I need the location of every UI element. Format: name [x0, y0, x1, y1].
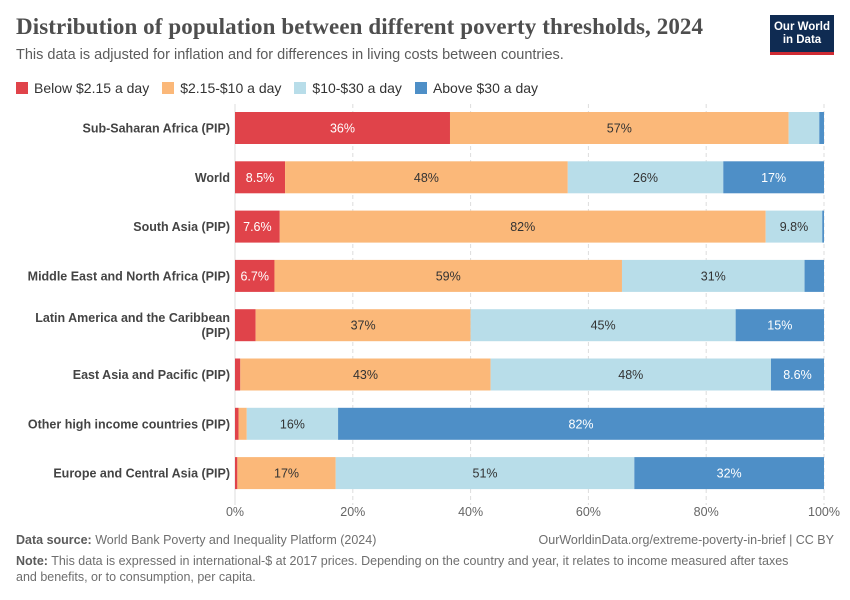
legend-swatch-10-30	[294, 82, 307, 94]
legend-label-10-30: $10-$30 a day	[312, 80, 402, 96]
data-label: 26%	[633, 171, 658, 185]
legend-item-above-30[interactable]: Above $30 a day	[414, 80, 539, 96]
data-label: 8.5%	[246, 171, 275, 185]
category-label: Latin America and the Caribbean (PIP)	[35, 311, 230, 340]
data-label: 48%	[414, 171, 439, 185]
bar-segment	[621, 259, 805, 292]
data-label: 57%	[607, 122, 632, 136]
bar-segment	[819, 112, 824, 144]
data-label: 59%	[436, 269, 461, 283]
source-text[interactable]: World Bank Poverty and Inequality Platfo…	[95, 533, 377, 547]
source-label: Data source:	[16, 533, 92, 547]
bar-segment	[770, 358, 824, 391]
data-label: 82%	[569, 417, 594, 431]
bar-segment	[723, 161, 824, 194]
bar-segment	[235, 309, 256, 342]
bar-segment	[567, 161, 724, 194]
bar-segment	[279, 210, 766, 243]
category-label: World	[195, 171, 230, 185]
legend-label-above-30: Above $30 a day	[432, 80, 539, 96]
data-source: Data source: World Bank Poverty and Ineq…	[16, 533, 376, 547]
bar-segment	[235, 358, 241, 391]
legend-label-215-10: $2.15-$10 a day	[180, 80, 282, 96]
x-tick-label: 40%	[458, 505, 483, 519]
bar-segment	[235, 210, 280, 243]
x-tick-label: 80%	[694, 505, 719, 519]
data-label: 37%	[351, 319, 376, 333]
bar-segment	[235, 457, 238, 490]
data-label: 16%	[280, 417, 305, 431]
bar-segment	[788, 112, 820, 144]
bar-segment	[238, 407, 247, 440]
legend: Below $2.15 a day $2.15-$10 a day $10-$3…	[16, 80, 551, 96]
note: Note: This data is expressed in internat…	[16, 553, 816, 585]
note-line-2: and benefits, or to consumption, per cap…	[16, 570, 256, 584]
x-tick-label: 100%	[808, 505, 840, 519]
bar-segment	[804, 259, 824, 292]
data-label: 8.6%	[783, 368, 812, 382]
bar-segment	[735, 309, 824, 342]
legend-item-10-30[interactable]: $10-$30 a day	[294, 80, 402, 96]
x-tick-label: 20%	[340, 505, 365, 519]
bar-segment	[765, 210, 823, 243]
data-label: 6.7%	[240, 269, 269, 283]
data-label: 48%	[618, 368, 643, 382]
legend-swatch-below-215	[16, 82, 28, 94]
legend-item-below-215[interactable]: Below $2.15 a day	[16, 80, 149, 96]
bar-segment	[822, 210, 824, 243]
bar-segment	[470, 309, 736, 342]
bar-segment	[338, 407, 824, 440]
bar-segment	[235, 112, 450, 144]
bar-segment	[449, 112, 789, 144]
bar-segment	[246, 407, 339, 440]
category-label: Other high income countries (PIP)	[28, 417, 230, 431]
data-label: 9.8%	[780, 220, 809, 234]
stacked-bar-chart: 0% 20% 40% 60% 80% 100% Sub-Saharan Africa (PI…	[28, 104, 840, 519]
source-url[interactable]: OurWorldinData.org/extreme-poverty-in-br…	[538, 533, 834, 547]
chart-title: Distribution of population between diffe…	[16, 14, 704, 39]
note-line-1: This data is expressed in international-…	[51, 554, 789, 568]
legend-swatch-above-30	[414, 82, 427, 94]
legend-label-below-215: Below $2.15 a day	[34, 80, 150, 96]
data-label: 7.6%	[243, 220, 272, 234]
bar-segment	[235, 161, 286, 194]
data-label: 15%	[767, 319, 792, 333]
bar-segment	[634, 457, 824, 490]
data-label: 51%	[473, 467, 498, 481]
category-label: South Asia (PIP)	[133, 220, 230, 234]
logo-line-2: in Data	[782, 33, 822, 46]
legend-item-215-10[interactable]: $2.15-$10 a day	[162, 80, 281, 96]
x-tick-label: 0%	[226, 505, 244, 519]
bar-segment	[335, 457, 635, 490]
data-label: 31%	[701, 269, 726, 283]
category-label: East Asia and Pacific (PIP)	[73, 368, 230, 382]
owid-logo[interactable]: Our World in Data	[770, 15, 834, 55]
data-label: 17%	[761, 171, 786, 185]
category-label: Sub-Saharan Africa (PIP)	[83, 122, 231, 136]
logo-line-1: Our World	[773, 20, 830, 33]
legend-swatch-215-10	[162, 82, 175, 94]
bar-segment	[235, 407, 239, 440]
bar-segment	[490, 358, 771, 391]
category-label: Middle East and North Africa (PIP)	[28, 269, 230, 283]
data-label: 43%	[353, 368, 378, 382]
data-label: 82%	[510, 220, 535, 234]
bar-segment	[235, 259, 275, 292]
data-label: 36%	[330, 122, 355, 136]
bar-segment	[237, 457, 336, 490]
data-label: 17%	[274, 467, 299, 481]
data-label: 32%	[717, 467, 742, 481]
data-label: 45%	[591, 319, 616, 333]
note-label: Note:	[16, 554, 48, 568]
bar-segment	[285, 161, 568, 194]
bar-segment	[274, 259, 622, 292]
x-tick-label: 60%	[576, 505, 601, 519]
bar-segment	[240, 358, 491, 391]
chart-subtitle: This data is adjusted for inflation and …	[16, 47, 564, 63]
category-label: Europe and Central Asia (PIP)	[53, 467, 230, 481]
bar-segment	[255, 309, 471, 342]
